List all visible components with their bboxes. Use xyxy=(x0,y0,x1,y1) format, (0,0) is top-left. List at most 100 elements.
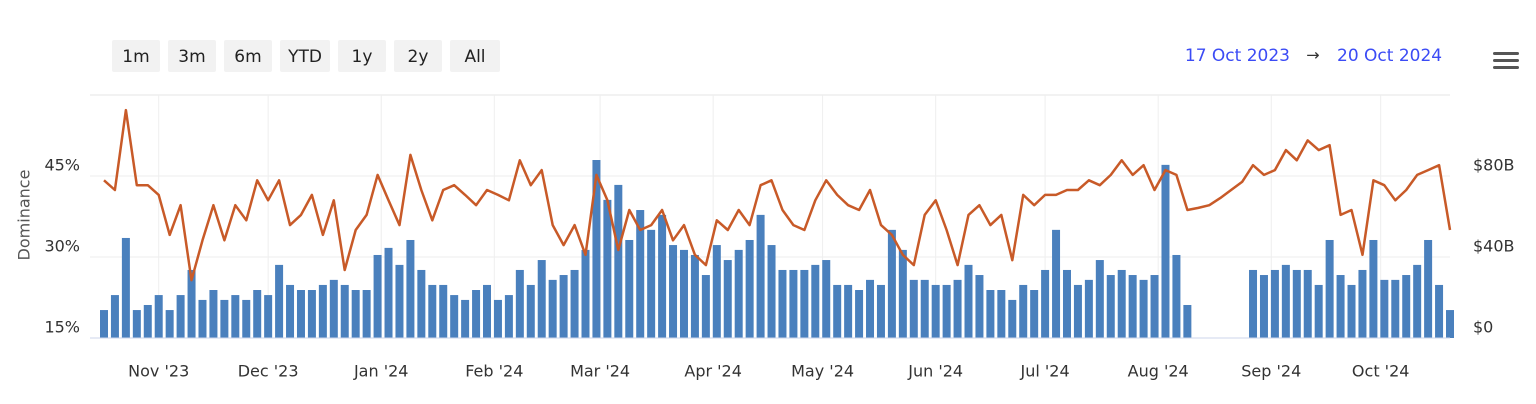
bar xyxy=(428,284,437,338)
bar xyxy=(701,275,710,338)
bar xyxy=(548,279,557,338)
bar xyxy=(581,249,590,338)
button-bg xyxy=(112,40,160,72)
bar xyxy=(395,264,404,338)
bar xyxy=(1008,299,1017,338)
bar xyxy=(822,260,831,338)
bar xyxy=(1402,275,1411,338)
bar xyxy=(942,284,951,338)
range-button[interactable]: 1m xyxy=(112,40,160,72)
bar xyxy=(866,279,875,338)
bar xyxy=(669,245,678,338)
bar xyxy=(198,299,207,338)
bar xyxy=(658,214,667,338)
bar xyxy=(176,295,185,338)
range-button[interactable]: 6m xyxy=(224,40,272,72)
range-button[interactable]: 1y xyxy=(338,40,386,72)
bar xyxy=(318,284,327,338)
bar xyxy=(833,284,842,338)
bar xyxy=(920,279,929,338)
bar xyxy=(231,295,240,338)
bar xyxy=(592,160,601,338)
x-tick-label: Jun '24 xyxy=(907,362,963,381)
y2-tick-label: $40B xyxy=(1473,237,1515,256)
menu-bar xyxy=(1493,66,1519,69)
bar xyxy=(1128,275,1137,338)
bar xyxy=(1369,239,1378,338)
menu-bar xyxy=(1493,59,1519,62)
bar xyxy=(756,214,765,338)
bar xyxy=(1336,275,1345,338)
x-tick-label: Feb '24 xyxy=(465,362,523,381)
bar xyxy=(1052,229,1061,338)
bar xyxy=(493,299,502,338)
x-tick-label: Nov '23 xyxy=(128,362,189,381)
bar xyxy=(1424,239,1433,338)
bar xyxy=(526,284,535,338)
button-bg xyxy=(450,40,500,72)
bar xyxy=(483,284,492,338)
bar xyxy=(362,290,371,338)
bar xyxy=(110,295,119,338)
range-separator: → xyxy=(1306,46,1319,65)
range-to[interactable]: 20 Oct 2024 xyxy=(1337,46,1442,66)
bar xyxy=(1325,239,1334,338)
range-button[interactable]: All xyxy=(450,40,500,72)
bar xyxy=(898,249,907,338)
bar xyxy=(570,269,579,338)
x-tick-label: Jul '24 xyxy=(1020,362,1070,381)
bar xyxy=(1413,264,1422,338)
bar xyxy=(472,290,481,338)
bar xyxy=(1435,284,1444,338)
bar xyxy=(1106,275,1115,338)
bar xyxy=(953,279,962,338)
range-button[interactable]: 3m xyxy=(168,40,216,72)
x-tick-label: Sep '24 xyxy=(1241,362,1301,381)
bar xyxy=(165,310,174,338)
bar xyxy=(1259,275,1268,338)
menu-bar xyxy=(1493,52,1519,55)
bar xyxy=(1183,304,1192,338)
button-label: 6m xyxy=(234,47,261,67)
bar xyxy=(767,245,776,338)
button-bg xyxy=(168,40,216,72)
bar xyxy=(132,310,141,338)
bar xyxy=(154,295,163,338)
bar xyxy=(1161,164,1170,338)
bar xyxy=(264,295,273,338)
bar xyxy=(461,299,470,338)
button-bg xyxy=(338,40,386,72)
bar xyxy=(275,264,284,338)
bar xyxy=(253,290,262,338)
bar xyxy=(1150,275,1159,338)
button-bg xyxy=(394,40,442,72)
bar xyxy=(1172,254,1181,338)
bar xyxy=(209,290,218,338)
bar xyxy=(887,229,896,338)
bar xyxy=(1095,260,1104,338)
bar xyxy=(220,299,229,338)
menu-icon[interactable] xyxy=(1493,52,1519,69)
bar xyxy=(931,284,940,338)
bar xyxy=(307,290,316,338)
bar xyxy=(745,239,754,338)
x-tick-label: Oct '24 xyxy=(1352,362,1410,381)
bar xyxy=(1303,269,1312,338)
bar xyxy=(351,290,360,338)
bar xyxy=(100,310,108,338)
bar xyxy=(603,199,612,338)
x-tick-label: Aug '24 xyxy=(1128,362,1189,381)
y2-tick-label: $80B xyxy=(1473,156,1515,175)
y-tick-label: 45% xyxy=(44,156,80,175)
bar xyxy=(1292,269,1301,338)
y-axis-title: Dominance xyxy=(15,170,34,261)
bar xyxy=(296,290,305,338)
range-button[interactable]: 2y xyxy=(394,40,442,72)
range-button[interactable]: YTD xyxy=(280,40,330,72)
range-from[interactable]: 17 Oct 2023 xyxy=(1185,46,1290,66)
bar xyxy=(734,249,743,338)
bar xyxy=(1117,269,1126,338)
bar xyxy=(723,260,732,338)
bar xyxy=(690,254,699,338)
